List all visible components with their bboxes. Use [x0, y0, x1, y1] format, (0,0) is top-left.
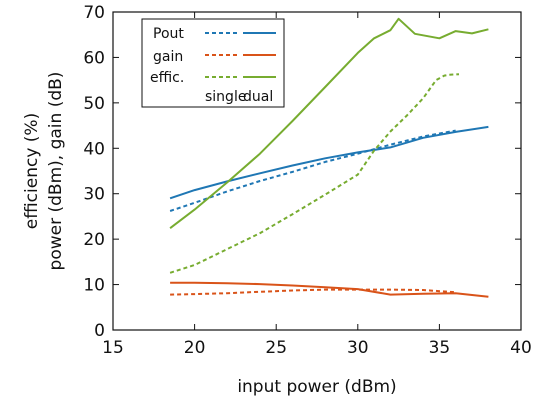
ticks-layer: 15 20 25 30 35 40 0 10 20 30 40 50 60 70 — [83, 3, 531, 358]
y-tick-label: 20 — [83, 230, 105, 250]
legend-column-dual: dual — [243, 89, 273, 105]
x-tick-label: 30 — [347, 338, 369, 358]
y-tick-label: 0 — [94, 321, 105, 341]
y-tick-label: 30 — [83, 185, 105, 205]
legend-label-effic: effic. — [150, 70, 184, 86]
y-tick-label: 50 — [83, 94, 105, 114]
legend-swatches — [205, 32, 276, 78]
legend-label-gain: gain — [153, 49, 183, 65]
series-effic-dual-line — [169, 17, 489, 229]
series-effic-single-line — [169, 73, 460, 274]
legend-label-pout: Pout — [153, 26, 184, 42]
x-axis-label: input power (dBm) — [237, 377, 396, 397]
series-layer — [169, 17, 489, 298]
legend: Pout gain effic. single dual — [141, 18, 285, 108]
plot-frame — [112, 11, 522, 331]
y-tick-label: 60 — [83, 48, 105, 68]
y-axis-label-line-1: efficiency (%) — [22, 113, 42, 229]
series-pout-single-line — [169, 129, 456, 212]
x-tick-label: 40 — [510, 338, 532, 358]
x-tick-label: 25 — [265, 338, 287, 358]
x-tick-label: 20 — [184, 338, 206, 358]
legend-column-single: single — [205, 89, 246, 105]
x-tick-label: 35 — [429, 338, 451, 358]
y-tick-label: 70 — [83, 3, 105, 23]
y-tick-label: 40 — [83, 139, 105, 159]
y-tick-label: 10 — [83, 276, 105, 296]
series-pout-dual-line — [169, 125, 489, 200]
series-gain-dual-line — [170, 281, 489, 298]
x-tick-label: 15 — [102, 338, 124, 358]
y-axis-label-line-2: power (dBm), gain (dB) — [46, 72, 66, 271]
